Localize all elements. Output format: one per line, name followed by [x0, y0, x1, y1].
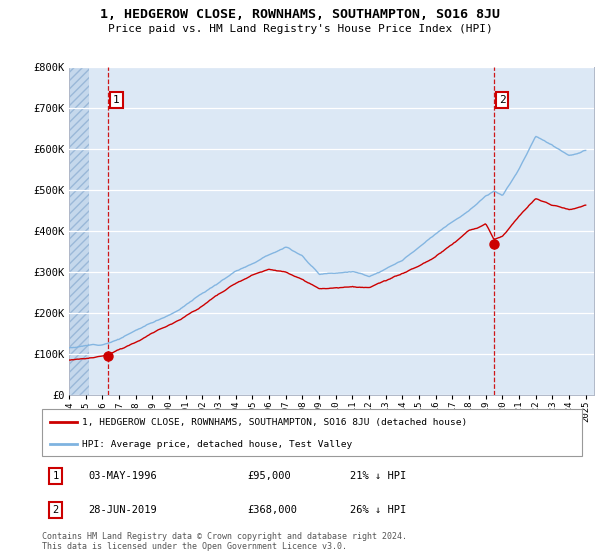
Text: 26% ↓ HPI: 26% ↓ HPI: [350, 505, 406, 515]
Text: 03-MAY-1996: 03-MAY-1996: [88, 471, 157, 481]
Text: £368,000: £368,000: [247, 505, 297, 515]
Text: 21% ↓ HPI: 21% ↓ HPI: [350, 471, 406, 481]
Text: 1, HEDGEROW CLOSE, ROWNHAMS, SOUTHAMPTON, SO16 8JU (detached house): 1, HEDGEROW CLOSE, ROWNHAMS, SOUTHAMPTON…: [83, 418, 468, 427]
FancyBboxPatch shape: [42, 409, 582, 456]
Text: 1, HEDGEROW CLOSE, ROWNHAMS, SOUTHAMPTON, SO16 8JU: 1, HEDGEROW CLOSE, ROWNHAMS, SOUTHAMPTON…: [100, 8, 500, 21]
Text: 2: 2: [499, 95, 506, 105]
Text: 1: 1: [113, 95, 120, 105]
Text: 1: 1: [52, 471, 59, 481]
Text: HPI: Average price, detached house, Test Valley: HPI: Average price, detached house, Test…: [83, 440, 353, 449]
Text: £95,000: £95,000: [247, 471, 291, 481]
Text: 2: 2: [52, 505, 59, 515]
Text: Contains HM Land Registry data © Crown copyright and database right 2024.
This d: Contains HM Land Registry data © Crown c…: [42, 532, 407, 552]
Bar: [69, 67, 89, 395]
Text: Price paid vs. HM Land Registry's House Price Index (HPI): Price paid vs. HM Land Registry's House …: [107, 24, 493, 34]
Text: 28-JUN-2019: 28-JUN-2019: [88, 505, 157, 515]
